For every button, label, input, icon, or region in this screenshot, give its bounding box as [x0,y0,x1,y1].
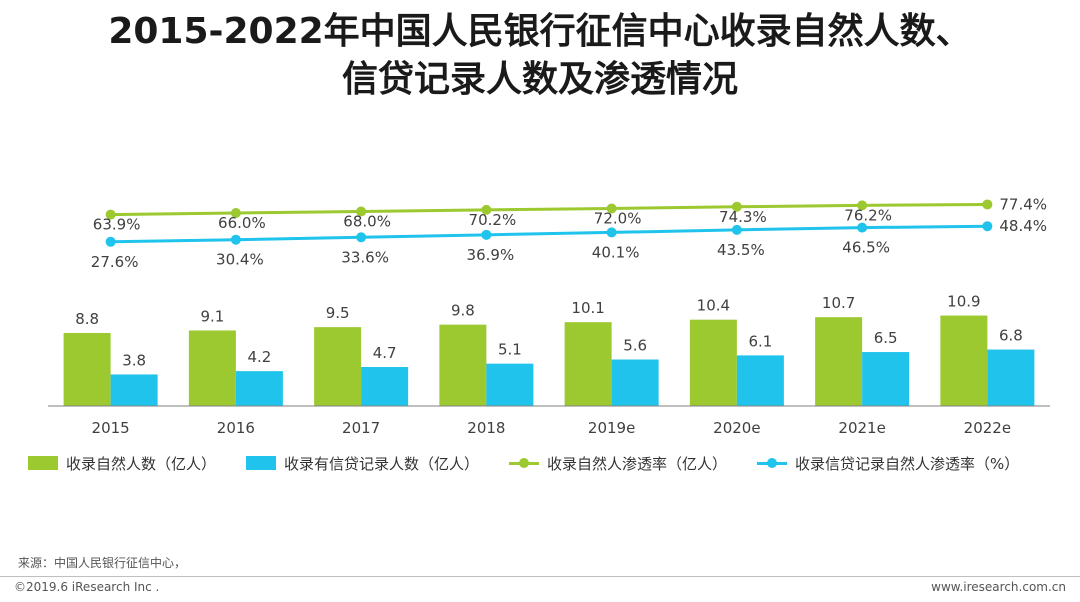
point-natural-penetration-2018 [481,204,492,215]
data-label-credit-record-2018: 5.1 [498,341,522,359]
bar-natural-persons-2016 [188,330,236,406]
bar-credit-record-2017 [361,366,409,406]
data-label-credit-record-2019e: 5.6 [623,337,647,355]
legend-item-natural-person-penetration: 收录自然人渗透率（亿人） [509,453,727,474]
bar-credit-record-2016 [235,371,283,406]
bar-natural-persons-2021e [815,317,863,406]
data-label-natural-penetration-2019e: 72.0% [594,210,642,228]
legend-label: 收录自然人数（亿人） [66,454,217,473]
bar-credit-record-2018 [486,363,534,406]
data-label-credit-penetration-2021e: 46.5% [842,239,890,257]
x-tick-label-2016: 2016 [217,419,255,437]
site-url: www.iresearch.com.cn [931,580,1066,594]
bar-credit-record-2021e [862,352,910,406]
x-tick-label-2015: 2015 [92,419,130,437]
point-credit-penetration-2017 [356,232,367,243]
data-label-credit-record-2022e: 6.8 [999,327,1023,345]
data-label-credit-penetration-2017: 33.6% [341,248,389,266]
data-label-credit-penetration-2019e: 40.1% [592,243,640,261]
data-label-credit-penetration-2016: 30.4% [216,251,264,269]
chart-title: 2015-2022年中国人民银行征信中心收录自然人数、 信贷记录人数及渗透情况 [0,8,1080,104]
data-label-natural-persons-2017: 9.5 [326,304,350,322]
bar-credit-record-2019e [611,359,659,406]
legend-label: 收录信贷记录自然人渗透率（%） [795,454,1020,473]
point-natural-penetration-2015 [105,209,116,220]
point-credit-penetration-2021e [857,222,868,233]
data-label-natural-persons-2022e: 10.9 [947,293,980,311]
data-label-natural-penetration-2015: 63.9% [93,216,141,234]
x-tick-label-2018: 2018 [467,419,505,437]
data-label-credit-record-2020e: 6.1 [748,332,772,350]
bar-natural-persons-2022e [940,315,988,406]
series-line-natural-penetration [110,202,988,217]
legend-swatch-green-bar [28,456,58,470]
data-label-natural-persons-2020e: 10.4 [697,297,730,315]
point-credit-penetration-2018 [481,229,492,240]
data-label-natural-penetration-2020e: 74.3% [719,208,767,226]
point-natural-penetration-2019e [606,203,617,214]
bar-natural-persons-2019e [564,322,612,406]
data-label-natural-penetration-2021e: 76.2% [844,206,892,224]
data-label-natural-penetration-2017: 68.0% [343,213,391,231]
data-label-natural-persons-2019e: 10.1 [571,299,604,317]
chart-title-line-1: 2015-2022年中国人民银行征信中心收录自然人数、 [108,11,972,52]
point-natural-penetration-2022e [982,199,993,210]
x-tick-label-2019e: 2019e [588,419,635,437]
x-tick-label-2022e: 2022e [964,419,1011,437]
data-label-credit-record-2016: 4.2 [247,348,271,366]
legend-swatch-blue-bar [246,456,277,470]
legend-swatch-blue-line [757,456,788,470]
chart-legend: 收录自然人数（亿人） 收录有信贷记录人数（亿人） 收录自然人渗透率（亿人） 收录… [28,451,1049,475]
data-label-natural-persons-2018: 9.8 [451,302,475,320]
point-credit-penetration-2015 [105,236,116,247]
legend-item-credit-record-persons: 收录有信贷记录人数（亿人） [246,453,479,474]
x-tick-label-2021e: 2021e [838,419,885,437]
bar-credit-record-2015 [110,374,158,406]
data-label-credit-penetration-2015: 27.6% [91,253,139,271]
data-label-natural-persons-2021e: 10.7 [822,294,855,312]
data-label-credit-record-2017: 4.7 [373,344,397,362]
source-note: 来源：中国人民银行征信中心， [18,556,187,570]
point-natural-penetration-2021e [857,200,868,211]
data-label-natural-penetration-2022e: 77.4% [999,195,1047,213]
x-tick-label-2017: 2017 [342,419,380,437]
point-credit-penetration-2016 [230,234,241,245]
data-label-credit-penetration-2018: 36.9% [467,246,515,264]
data-label-credit-penetration-2022e: 48.4% [999,217,1047,235]
legend-item-natural-persons: 收录自然人数（亿人） [28,453,216,474]
data-label-credit-record-2021e: 6.5 [874,329,898,347]
point-credit-penetration-2020e [731,224,742,235]
data-label-natural-penetration-2016: 66.0% [218,214,266,232]
data-label-natural-persons-2015: 8.8 [75,310,99,328]
point-natural-penetration-2017 [356,206,367,217]
legend-label: 收录自然人渗透率（亿人） [547,454,728,473]
point-natural-penetration-2020e [731,201,742,212]
legend-swatch-green-line [509,456,540,470]
bar-credit-record-2022e [987,349,1035,406]
data-label-credit-penetration-2020e: 43.5% [717,241,765,259]
point-natural-penetration-2016 [230,208,241,218]
copyright-text: ©2019.6 iResearch Inc . [14,580,160,594]
footer-divider [0,576,1080,577]
bar-credit-record-2020e [736,355,784,406]
legend-item-credit-penetration: 收录信贷记录自然人渗透率（%） [757,453,1019,474]
point-credit-penetration-2019e [606,227,617,238]
data-label-natural-persons-2016: 9.1 [200,307,224,325]
bar-natural-persons-2015 [63,332,111,406]
point-credit-penetration-2022e [982,221,993,232]
series-line-credit-penetration [110,224,988,244]
data-label-natural-penetration-2018: 70.2% [469,211,517,229]
chart-canvas: 8.8 3.8 2015 9.1 4.2 2016 9.5 4.7 2017 9.8 5.1 2018… [48,195,1050,437]
x-tick-label-2020e: 2020e [713,419,760,437]
bar-natural-persons-2018 [439,324,487,406]
bar-natural-persons-2020e [689,319,737,406]
legend-label: 收录有信贷记录人数（亿人） [284,454,480,473]
data-label-credit-record-2015: 3.8 [122,351,146,369]
chart-title-line-2: 信贷记录人数及渗透情况 [341,59,738,100]
bar-natural-persons-2017 [314,327,362,406]
